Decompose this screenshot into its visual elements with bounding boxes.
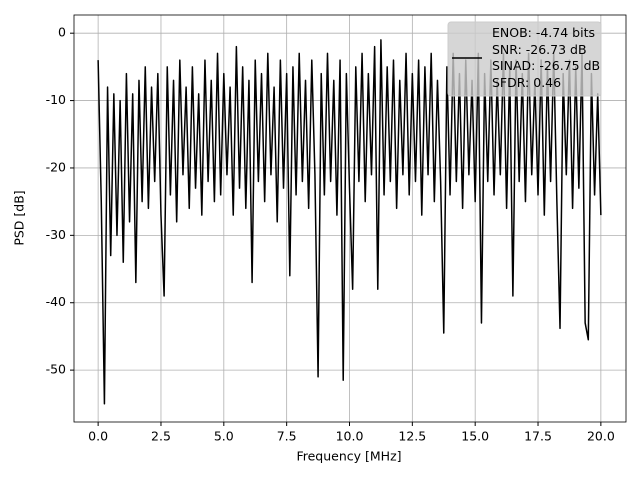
x-tick-label: 12.5	[398, 429, 426, 444]
axes-frame	[73, 14, 627, 423]
x-tick-label: 5.0	[214, 429, 234, 444]
x-tick-label: 7.5	[277, 429, 297, 444]
x-tick-label: 2.5	[151, 429, 171, 444]
y-tick-label: 0	[58, 25, 66, 40]
y-tick-label: -40	[46, 294, 66, 309]
y-tick-label: -30	[46, 227, 66, 242]
legend-box	[447, 21, 602, 97]
x-tick-label: 0.0	[88, 429, 108, 444]
x-tick-label: 15.0	[461, 429, 489, 444]
x-axis-label: Frequency [MHz]	[296, 449, 401, 464]
y-axis-label: PSD [dB]	[12, 190, 27, 245]
x-tick-label: 10.0	[336, 429, 364, 444]
legend-label: ENOB: -4.74 bits SNR: -26.73 dB SINAD: -…	[492, 25, 601, 90]
x-tick-label: 20.0	[587, 429, 615, 444]
y-tick-label: -50	[46, 362, 66, 377]
x-tick-label: 17.5	[524, 429, 552, 444]
y-tick-label: -10	[46, 92, 66, 107]
data-line	[97, 39, 602, 405]
y-tick-label: -20	[46, 159, 66, 174]
